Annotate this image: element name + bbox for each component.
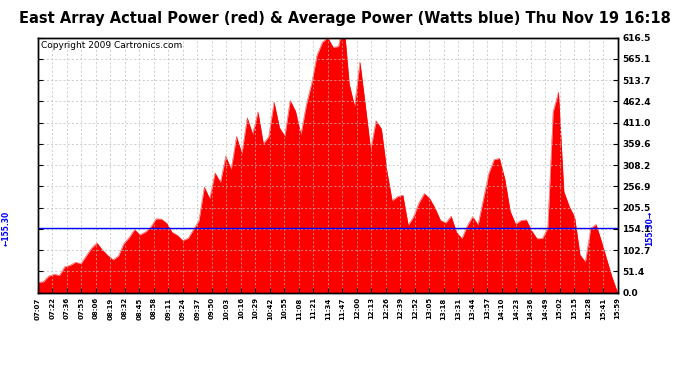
Text: 155.30→: 155.30→ [645,211,654,246]
Text: East Array Actual Power (red) & Average Power (Watts blue) Thu Nov 19 16:18: East Array Actual Power (red) & Average … [19,11,671,26]
Text: ←155.30: ←155.30 [1,211,10,246]
Text: Copyright 2009 Cartronics.com: Copyright 2009 Cartronics.com [41,41,182,50]
